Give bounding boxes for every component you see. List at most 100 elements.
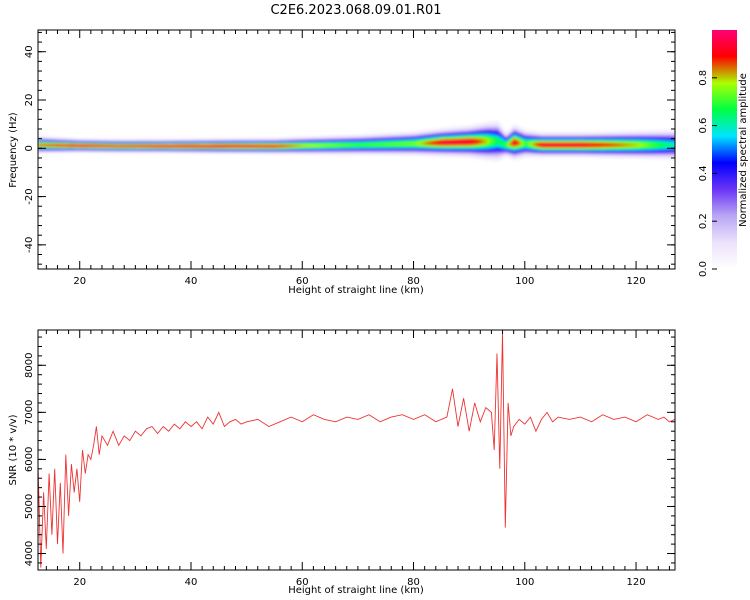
- spectral-cell: [279, 142, 282, 145]
- spectral-cell: [216, 150, 219, 152]
- spectral-cell: [110, 151, 113, 153]
- spectral-cell: [113, 149, 116, 152]
- spectral-cell: [176, 143, 179, 145]
- spectral-cell: [107, 152, 110, 154]
- spectral-cell: [212, 150, 215, 152]
- spectral-cell: [266, 148, 269, 150]
- spectral-cell: [99, 151, 102, 153]
- spectral-cell: [266, 138, 269, 140]
- spectral-cell: [69, 150, 72, 152]
- spectral-cell: [206, 144, 209, 146]
- spectral-cell: [134, 140, 137, 142]
- spectral-cell: [45, 140, 48, 143]
- spectral-cell: [173, 139, 176, 142]
- spectral-cell: [236, 147, 239, 150]
- spectral-cell: [272, 142, 275, 144]
- spectral-cell: [101, 144, 104, 146]
- spectral-cell: [102, 142, 105, 144]
- spectral-cell: [318, 152, 321, 154]
- spectral-cell: [279, 146, 282, 148]
- spectral-cell: [56, 142, 59, 144]
- spectral-cell: [56, 151, 59, 153]
- spectral-cell: [317, 138, 320, 140]
- spectral-cell: [306, 141, 309, 143]
- spectral-cell: [201, 151, 204, 153]
- spectral-cell: [53, 136, 56, 138]
- spectral-cell: [309, 139, 312, 141]
- spectral-cell: [135, 140, 138, 143]
- spectral-cell: [213, 152, 216, 154]
- spectral-cell: [78, 150, 81, 152]
- spectral-cell: [206, 143, 209, 146]
- spectral-cell: [200, 150, 203, 152]
- spectral-cell: [185, 141, 188, 144]
- spectral-cell: [263, 152, 266, 154]
- spectral-cell: [119, 149, 122, 151]
- spectral-cell: [302, 147, 305, 149]
- spectral-cell: [86, 147, 89, 149]
- spectral-cell: [273, 142, 276, 144]
- spectral-cell: [105, 146, 108, 148]
- spectral-cell: [186, 141, 189, 144]
- spectral-cell: [242, 149, 245, 151]
- spectral-cell: [294, 143, 297, 145]
- spectral-cell: [299, 143, 302, 146]
- spectral-cell: [270, 142, 273, 144]
- spectral-cell: [113, 145, 116, 147]
- spectral-cell: [81, 150, 84, 152]
- spectral-cell: [105, 148, 108, 150]
- spectral-cell: [273, 151, 276, 153]
- spectral-cell: [198, 146, 201, 149]
- spectral-cell: [246, 140, 249, 142]
- spectral-cell: [174, 147, 177, 149]
- spectral-cell: [165, 150, 168, 152]
- spectral-cell: [188, 147, 191, 149]
- spectral-cell: [201, 143, 204, 145]
- spectral-cell: [89, 147, 92, 150]
- spectral-cell: [143, 140, 146, 143]
- spectral-cell: [168, 151, 171, 153]
- spectral-cell: [72, 147, 75, 150]
- spectral-cell: [194, 145, 197, 147]
- spectral-cell: [47, 148, 50, 150]
- spectral-cell: [315, 145, 318, 147]
- spectral-cell: [207, 139, 210, 141]
- spectral-cell: [132, 149, 135, 151]
- spectral-cell: [75, 141, 78, 143]
- spectral-cell: [218, 145, 221, 148]
- spectral-cell: [317, 138, 320, 140]
- spectral-cell: [96, 152, 99, 154]
- spectral-cell: [47, 149, 50, 151]
- spectral-cell: [308, 151, 311, 154]
- spectral-cell: [68, 150, 71, 152]
- spectral-cell: [252, 145, 255, 147]
- spectral-cell: [219, 149, 222, 151]
- spectral-cell: [228, 148, 231, 150]
- spectral-cell: [114, 142, 117, 144]
- spectral-cell: [306, 150, 309, 152]
- spectral-cell: [243, 147, 246, 149]
- spectral-cell: [98, 150, 101, 153]
- spectral-cell: [45, 147, 48, 149]
- spectral-cell: [314, 150, 317, 152]
- spectral-cell: [212, 148, 215, 150]
- spectral-cell: [299, 146, 302, 148]
- spectral-cell: [98, 142, 101, 144]
- spectral-cell: [39, 148, 42, 151]
- spectral-cell: [249, 144, 252, 147]
- spectral-cell: [317, 153, 320, 156]
- spectral-cell: [131, 139, 134, 141]
- spectral-cell: [87, 146, 90, 148]
- spectral-cell: [279, 143, 282, 145]
- spectral-cell: [284, 136, 287, 139]
- spectral-cell: [284, 144, 287, 146]
- spectral-cell: [246, 148, 249, 150]
- spectral-cell: [170, 138, 173, 140]
- spectral-cell: [294, 137, 297, 139]
- spectral-cell: [47, 141, 50, 143]
- spectral-cell: [77, 143, 80, 145]
- spectral-cell: [138, 143, 141, 145]
- spectral-cell: [210, 137, 213, 140]
- spectral-cell: [144, 145, 147, 147]
- spectral-cell: [78, 146, 81, 148]
